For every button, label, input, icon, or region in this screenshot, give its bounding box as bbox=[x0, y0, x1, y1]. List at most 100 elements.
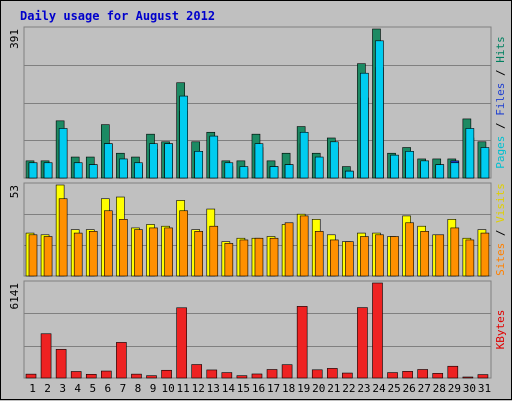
y-max-label: 53 bbox=[8, 185, 21, 198]
day-label-29: 29 bbox=[448, 382, 461, 395]
bar-pages-day-3 bbox=[58, 128, 68, 179]
bar-pages-day-14 bbox=[224, 162, 234, 179]
bar-sites-day-4 bbox=[73, 232, 83, 277]
bar-kbytes-day-5 bbox=[85, 373, 97, 379]
legend-labels: Pages / Files / Hits bbox=[494, 36, 507, 169]
bar-pages-day-23 bbox=[360, 72, 369, 179]
day-label-27: 27 bbox=[418, 382, 431, 395]
bar-sites-day-17 bbox=[269, 237, 279, 277]
bar-kbytes-day-27 bbox=[417, 369, 428, 379]
panel-sites-visits: 53 Sites / Visits bbox=[8, 182, 507, 277]
bar-sites-day-1 bbox=[28, 234, 38, 277]
bar-kbytes-day-26 bbox=[402, 371, 413, 379]
bar-kbytes-day-21 bbox=[326, 368, 338, 379]
bar-pages-day-25 bbox=[390, 154, 399, 179]
bar-sites-day-30 bbox=[465, 239, 475, 277]
panel-hits-files-pages: 391 Pages / Files / Hits bbox=[8, 26, 507, 179]
day-label-14: 14 bbox=[222, 382, 236, 395]
bar-sites-day-15 bbox=[239, 239, 249, 277]
bar-kbytes-day-25 bbox=[387, 372, 398, 379]
bar-pages-day-19 bbox=[299, 131, 309, 179]
bar-kbytes-day-18 bbox=[281, 364, 293, 379]
bar-pages-day-21 bbox=[329, 141, 339, 179]
day-label-26: 26 bbox=[403, 382, 416, 395]
day-label-12: 12 bbox=[192, 382, 205, 395]
bar-kbytes-day-12 bbox=[191, 364, 203, 379]
series-pages bbox=[28, 40, 490, 179]
bar-pages-day-24 bbox=[375, 40, 384, 179]
x-axis-day-labels: 1 2 3 4 5 6 7 8 9 10 11 12 13 14 15 16 17 18 19 20 21 22 23 24 2… bbox=[29, 382, 491, 395]
bar-pages-day-2 bbox=[43, 162, 53, 179]
day-label-24: 24 bbox=[372, 382, 386, 395]
day-label-28: 28 bbox=[433, 382, 446, 395]
bar-pages-day-27 bbox=[420, 160, 429, 179]
day-label-4: 4 bbox=[74, 382, 81, 395]
bar-sites-day-28 bbox=[435, 234, 445, 277]
legend-visits: Visits bbox=[494, 183, 507, 223]
bar-kbytes-day-7 bbox=[116, 342, 127, 379]
day-label-11: 11 bbox=[177, 382, 190, 395]
bar-sites-day-9 bbox=[149, 227, 158, 277]
day-label-22: 22 bbox=[342, 382, 355, 395]
legend-kbytes: KBytes bbox=[494, 310, 507, 350]
bar-sites-day-8 bbox=[134, 229, 143, 277]
day-label-25: 25 bbox=[387, 382, 400, 395]
bar-pages-day-9 bbox=[149, 143, 158, 179]
bar-kbytes-day-1 bbox=[25, 373, 37, 379]
bar-sites-day-21 bbox=[329, 239, 339, 277]
bar-pages-day-5 bbox=[88, 164, 98, 179]
day-label-9: 9 bbox=[150, 382, 157, 395]
bar-pages-day-8 bbox=[134, 162, 143, 179]
bar-sites-day-26 bbox=[405, 222, 414, 277]
bar-sites-day-31 bbox=[480, 232, 490, 277]
bar-pages-day-15 bbox=[239, 166, 249, 179]
bar-pages-day-26 bbox=[405, 151, 414, 179]
bar-sites-day-7 bbox=[119, 219, 128, 277]
day-label-30: 30 bbox=[463, 382, 476, 395]
day-label-18: 18 bbox=[282, 382, 295, 395]
legend-separator: / bbox=[494, 63, 507, 83]
day-label-20: 20 bbox=[312, 382, 325, 395]
day-label-21: 21 bbox=[327, 382, 340, 395]
bar-kbytes-day-9 bbox=[146, 375, 157, 379]
bar-kbytes-day-29 bbox=[447, 365, 459, 379]
legend-labels: KBytes bbox=[494, 310, 507, 350]
chart-title: Daily usage for August 2012 bbox=[20, 9, 215, 23]
bar-kbytes-day-22 bbox=[342, 372, 353, 379]
bar-kbytes-day-8 bbox=[131, 373, 142, 379]
day-label-13: 13 bbox=[207, 382, 220, 395]
day-label-8: 8 bbox=[135, 382, 142, 395]
day-label-5: 5 bbox=[89, 382, 96, 395]
bar-kbytes-day-20 bbox=[311, 369, 323, 379]
day-label-16: 16 bbox=[252, 382, 265, 395]
bar-kbytes-day-23 bbox=[357, 307, 368, 379]
day-label-3: 3 bbox=[59, 382, 66, 395]
bar-pages-day-16 bbox=[254, 143, 264, 179]
bar-kbytes-day-16 bbox=[251, 373, 263, 379]
legend-labels: Sites / Visits bbox=[494, 183, 507, 276]
bar-sites-day-11 bbox=[179, 210, 188, 277]
bar-sites-day-23 bbox=[360, 236, 369, 277]
bar-pages-day-12 bbox=[194, 151, 204, 179]
bar-kbytes-day-2 bbox=[40, 333, 52, 379]
bar-sites-day-10 bbox=[164, 227, 173, 277]
bar-sites-day-19 bbox=[299, 215, 309, 277]
bar-kbytes-day-3 bbox=[55, 349, 67, 379]
bar-pages-day-4 bbox=[73, 162, 83, 179]
bar-sites-day-6 bbox=[104, 210, 113, 277]
bar-pages-day-7 bbox=[119, 158, 128, 179]
bar-pages-day-17 bbox=[269, 166, 279, 179]
bar-kbytes-day-14 bbox=[221, 372, 233, 379]
bar-sites-day-27 bbox=[420, 231, 429, 277]
bar-sites-day-20 bbox=[314, 231, 324, 277]
bar-sites-day-16 bbox=[254, 237, 264, 277]
legend-hits: Hits bbox=[494, 36, 507, 63]
day-label-31: 31 bbox=[478, 382, 491, 395]
bar-pages-day-20 bbox=[314, 156, 324, 179]
bar-pages-day-28 bbox=[435, 164, 445, 179]
bar-sites-day-25 bbox=[390, 236, 399, 277]
bar-pages-day-1 bbox=[28, 162, 38, 179]
day-label-15: 15 bbox=[237, 382, 250, 395]
